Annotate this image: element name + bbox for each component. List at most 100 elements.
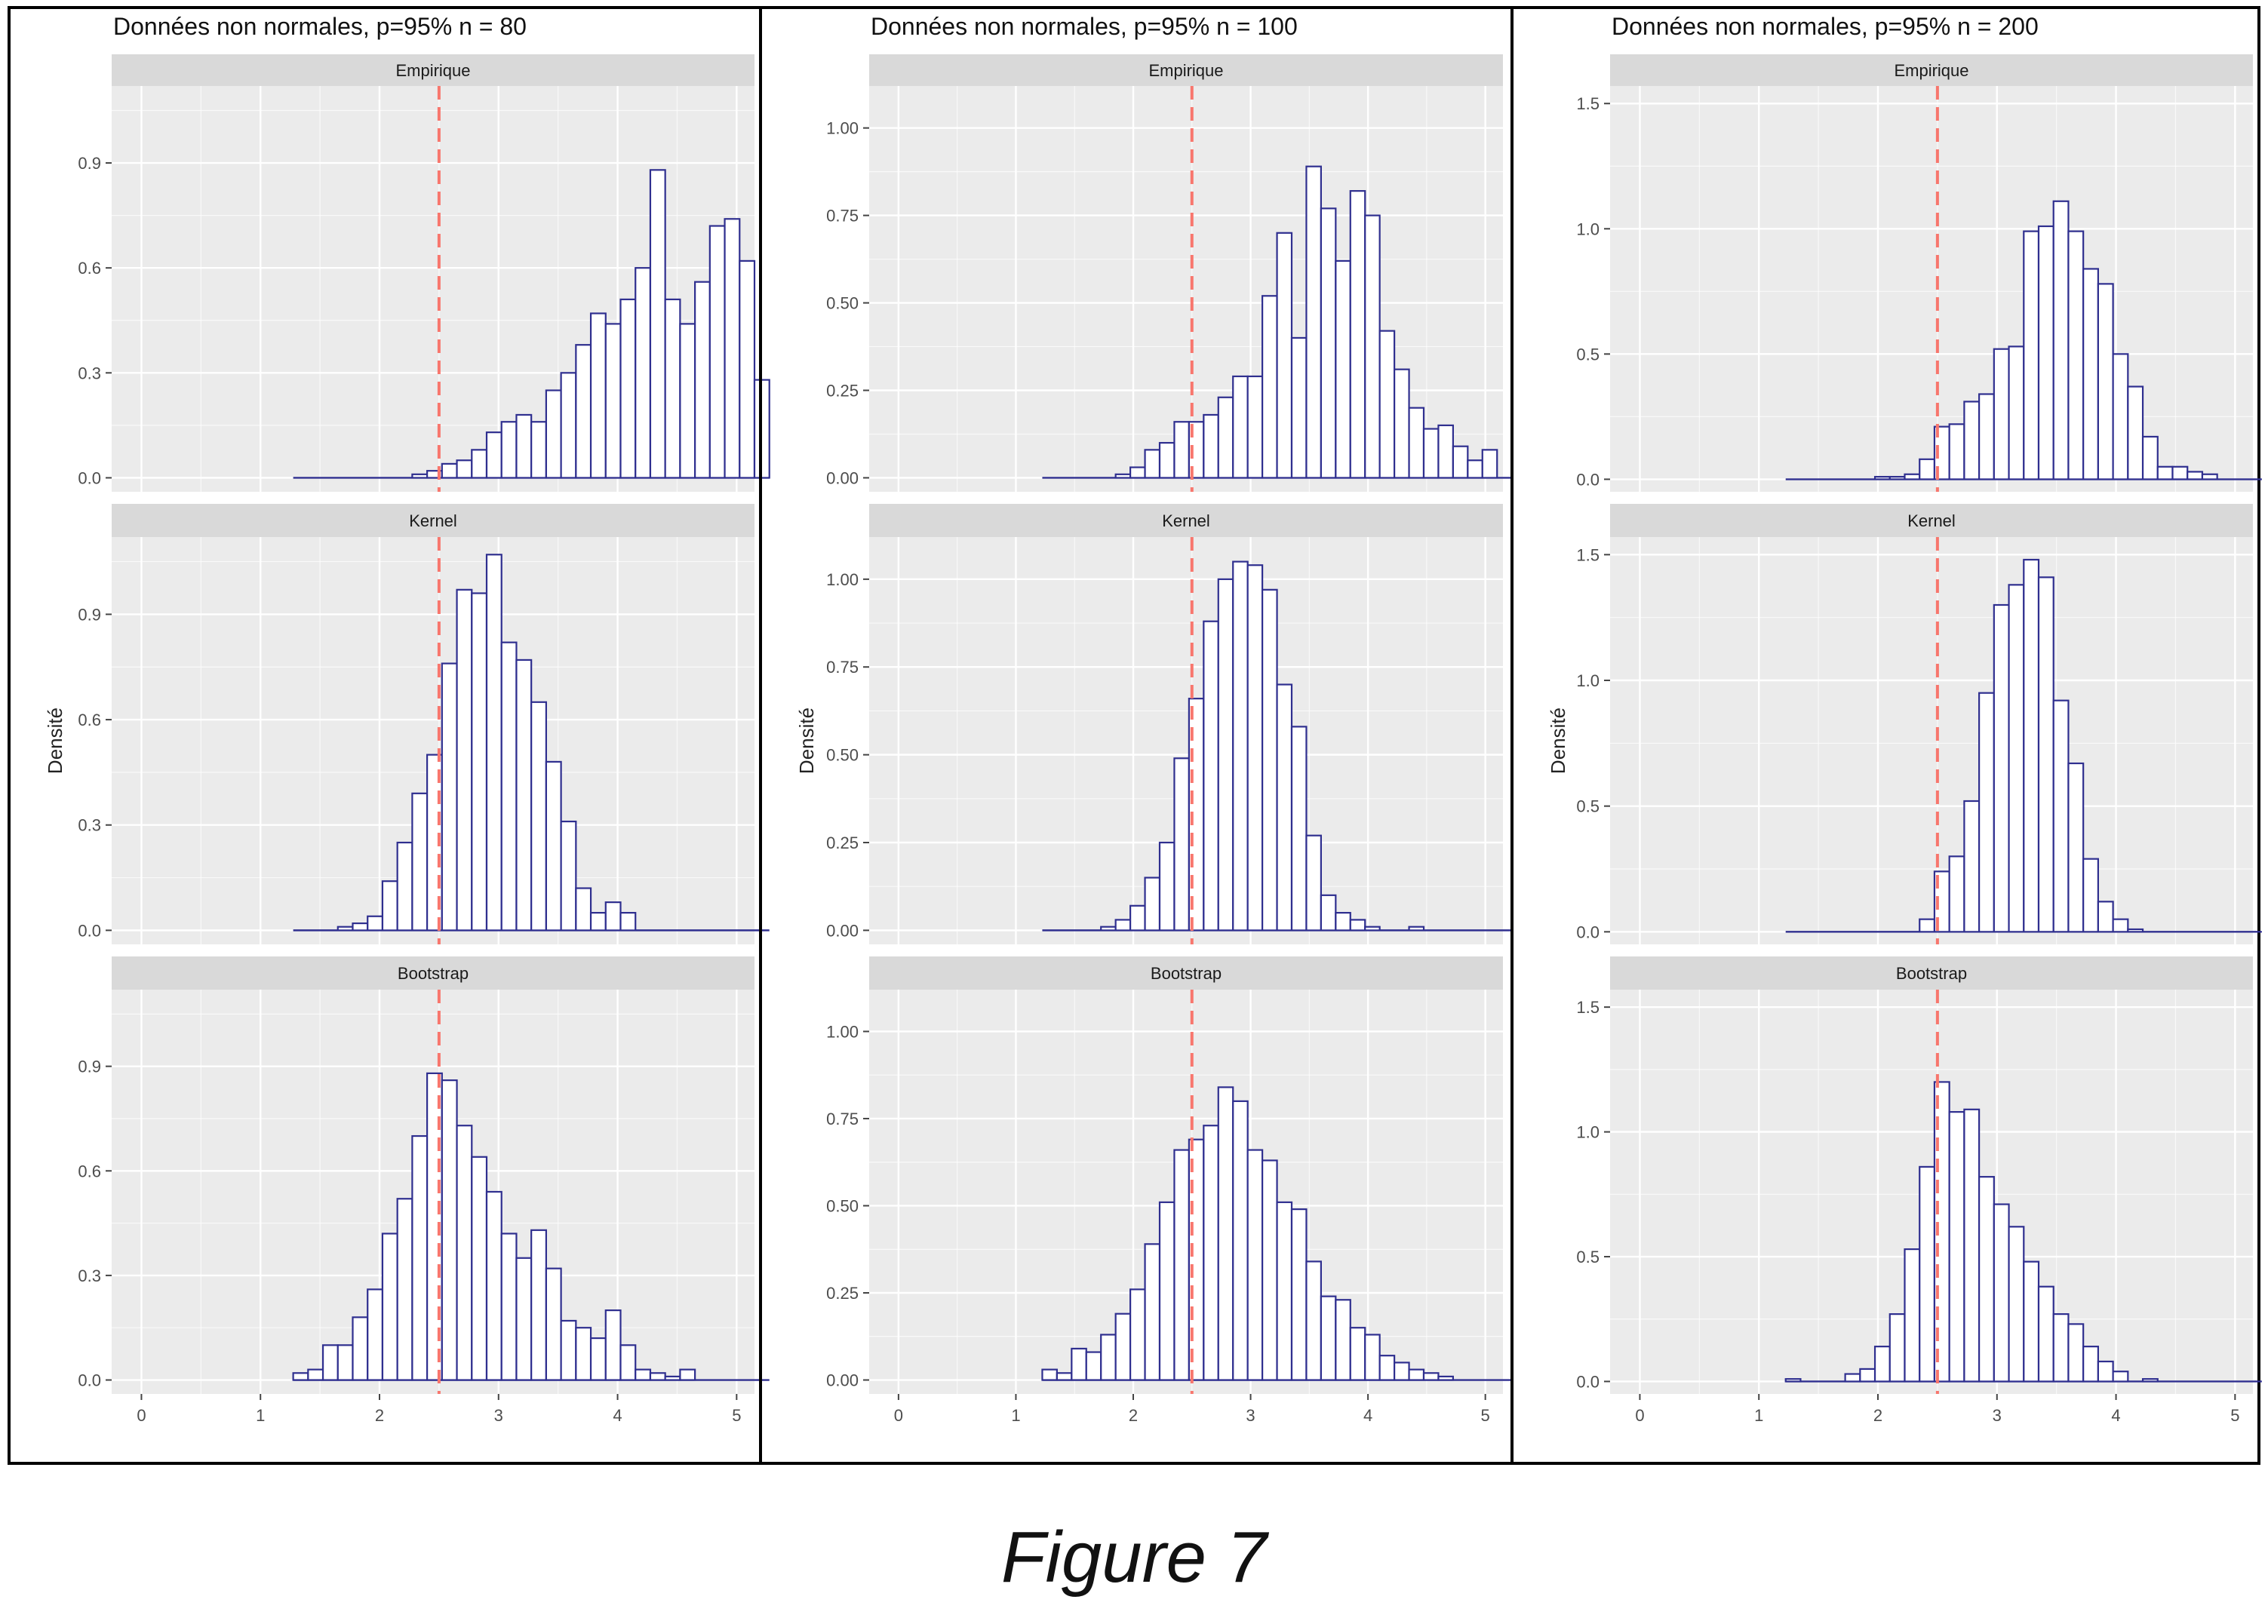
histogram-bar [1158,841,1175,932]
facet-strip-label: Empirique [1894,61,1968,80]
histogram-bar [619,298,637,479]
x-tick-label: 0 [1635,1406,1644,1425]
histogram-bar [2112,1371,2129,1383]
y-tick-label: 0.00 [826,921,859,940]
histogram-bar [2037,225,2054,480]
facet-strip-label: Bootstrap [1151,964,1222,983]
histogram-bar [1963,800,1981,933]
y-tick-label: 0.3 [78,816,101,835]
y-tick-label: 0.75 [826,207,859,226]
facet-strip-label: Kernel [1907,511,1956,530]
histogram-bar [500,1233,518,1381]
histogram-bar [1173,421,1190,479]
histogram-bar [635,1368,652,1381]
histogram-bar [1784,1378,1802,1383]
x-tick-label: 2 [1873,1406,1882,1425]
histogram-bar [352,922,369,932]
facet-strip-label: Bootstrap [1896,964,1967,983]
histogram-bar [1320,207,1337,479]
facet-bootstrap: Bootstrap 0.0 0.3 0.6 0.9 0 1 2 3 4 5 [78,956,770,1425]
histogram-bar [2082,858,2099,933]
x-tick-label: 1 [256,1406,265,1425]
histogram-bar [381,1233,398,1381]
histogram-bar [1335,912,1351,932]
histogram-bar [1305,165,1322,479]
histogram-bar [321,1344,339,1381]
histogram-bar [411,1134,429,1381]
histogram-bar [1246,1149,1264,1381]
y-tick-label: 0.0 [78,921,101,940]
y-tick-label: 0.25 [826,833,859,852]
histogram-bar [307,1368,324,1381]
histogram-bar [456,459,473,479]
y-tick-label: 0.3 [78,364,101,382]
histogram-bar [724,218,741,479]
histogram-bar [1262,588,1278,932]
histogram-bar [1276,232,1293,479]
histogram-bar [2037,1285,2054,1383]
histogram-bar [1422,428,1440,479]
histogram-bar [471,592,488,932]
histogram-bar [2082,268,2099,480]
y-tick-label: 0.0 [78,468,101,487]
histogram-bar [1262,295,1278,479]
histogram-bar [1364,214,1381,479]
x-tick-label: 3 [494,1406,503,1425]
histogram-bar [1963,1108,1981,1383]
y-tick-label: 0.00 [826,468,859,487]
histogram-bar [530,701,547,932]
facet-empirique: Empirique 0.0 0.3 0.6 0.9 [78,54,770,492]
y-tick-label: 0.75 [826,658,859,677]
y-tick-label: 0.0 [1576,923,1600,941]
y-axis-label: Densité [44,708,66,774]
y-tick-label: 0.50 [826,294,859,313]
histogram-bar [1394,1362,1410,1381]
histogram-bar [1963,401,1981,480]
histogram-bar [530,1229,547,1381]
histogram-bar [604,1309,622,1381]
histogram-bar [1217,1086,1234,1381]
histogram-bar [411,792,429,932]
histogram-bar [485,431,502,479]
histogram-bar [1437,1375,1454,1381]
y-tick-label: 1.0 [1576,220,1600,238]
chart-3: Données non normales, p=95% n = 200 Densi… [1510,6,2262,1465]
histogram-bar [2037,576,2054,933]
histogram-bar [739,259,756,479]
facet-kernel: Kernel 0.0 0.3 0.6 0.9 [78,504,770,944]
histogram-bar [2201,473,2218,480]
histogram-bar [604,323,622,479]
histogram-bar [2112,353,2129,480]
histogram-bar [1276,1201,1293,1381]
y-tick-label: 0.6 [78,711,101,729]
histogram-bar [2067,230,2085,480]
histogram-bar [1844,1373,1861,1383]
histogram-bar [1144,876,1161,932]
histogram-bar [1378,1355,1396,1381]
histogram-bar [1041,1368,1058,1381]
histogram-bar [1335,259,1351,479]
histogram-bar [694,281,711,479]
histogram-bar [2023,1260,2040,1383]
histogram-bar [1144,1243,1161,1381]
histogram-bar [1290,726,1308,932]
histogram-bar [485,1190,502,1381]
histogram-bar [1364,1334,1381,1381]
histogram-bar [337,926,354,932]
histogram-bar [456,588,473,932]
histogram-bar [1873,1346,1891,1383]
histogram-bar [1335,1299,1351,1381]
histogram-bar [1232,560,1249,932]
histogram-bar [441,1079,458,1381]
histogram-bar [1144,449,1161,479]
histogram-bar [456,1125,473,1381]
histogram-bar [2008,345,2025,480]
histogram-bar [1232,375,1249,479]
y-tick-label: 1.5 [1576,998,1600,1017]
y-tick-label: 0.50 [826,746,859,765]
histogram-bar [1422,1372,1440,1381]
histogram-bar [589,1337,607,1381]
histogram-bar [471,449,488,479]
y-tick-label: 0.00 [826,1371,859,1390]
y-tick-label: 0.5 [1576,797,1600,816]
